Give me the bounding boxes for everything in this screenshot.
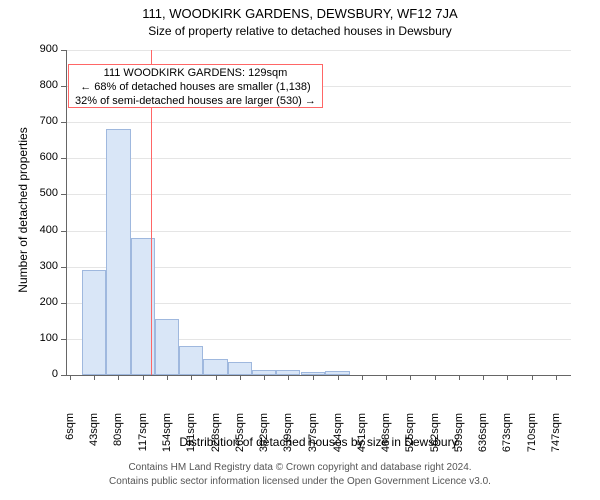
y-tick-label: 100	[28, 332, 58, 344]
y-tick-label: 700	[28, 115, 58, 127]
histogram-bar	[179, 346, 203, 375]
x-axis-line	[66, 375, 571, 376]
gridline	[66, 122, 571, 123]
annotation-line: 111 WOODKIRK GARDENS: 129sqm	[75, 67, 316, 81]
annotation-line: 32% of semi-detached houses are larger (…	[75, 95, 316, 109]
page-title: 111, WOODKIRK GARDENS, DEWSBURY, WF12 7J…	[0, 6, 600, 21]
y-axis-label: Number of detached properties	[16, 50, 30, 370]
annotation-line: ← 68% of detached houses are smaller (1,…	[75, 81, 316, 95]
y-tick-label: 600	[28, 151, 58, 163]
y-tick-label: 0	[28, 368, 58, 380]
histogram-bar	[106, 129, 130, 375]
histogram-bar	[155, 319, 179, 375]
y-tick-label: 400	[28, 224, 58, 236]
y-tick-label: 800	[28, 79, 58, 91]
y-tick-label: 500	[28, 187, 58, 199]
histogram-bar	[203, 359, 227, 375]
gridline	[66, 50, 571, 51]
y-tick-label: 200	[28, 296, 58, 308]
page-subtitle: Size of property relative to detached ho…	[0, 24, 600, 38]
y-tick-label: 300	[28, 260, 58, 272]
x-axis-label: Distribution of detached houses by size …	[66, 435, 571, 449]
y-axis-line	[66, 50, 67, 375]
gridline	[66, 194, 571, 195]
gridline	[66, 231, 571, 232]
histogram-bar	[228, 362, 252, 375]
histogram-bar	[82, 270, 106, 375]
gridline	[66, 158, 571, 159]
y-tick-label: 900	[28, 43, 58, 55]
footer-line-2: Contains public sector information licen…	[0, 476, 600, 487]
annotation-box: 111 WOODKIRK GARDENS: 129sqm← 68% of det…	[68, 64, 323, 107]
histogram-chart: 01002003004005006007008009006sqm43sqm80s…	[66, 50, 571, 375]
footer-line-1: Contains HM Land Registry data © Crown c…	[0, 462, 600, 473]
